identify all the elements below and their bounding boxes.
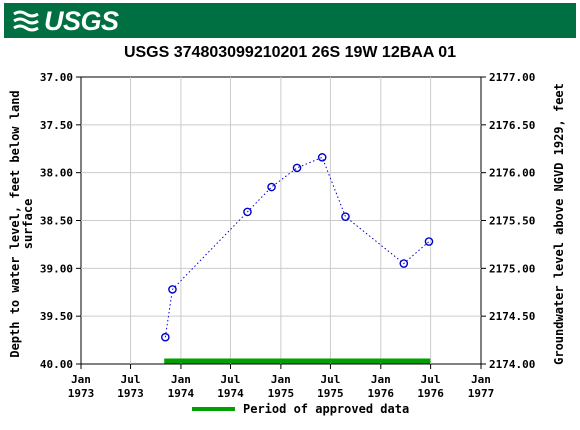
- x-tick-label-year: 1973: [68, 387, 95, 400]
- y-right-tick-label: 2175.50: [489, 215, 535, 228]
- x-tick-label-year: 1975: [317, 387, 344, 400]
- x-tick-label-year: 1976: [417, 387, 444, 400]
- y-left-tick-label: 39.00: [40, 262, 73, 275]
- x-tick-label-year: 1975: [268, 387, 295, 400]
- usgs-wave-icon: [13, 10, 39, 32]
- y-right-tick-label: 2174.00: [489, 358, 535, 371]
- grid-lines: [81, 77, 481, 364]
- data-point: [292, 163, 302, 173]
- x-tick-label-month: Jan: [71, 373, 91, 386]
- legend-label: Period of approved data: [243, 402, 409, 416]
- y-left-tick-label: 40.00: [40, 358, 73, 371]
- x-tick-label-month: Jan: [471, 373, 491, 386]
- y-axis-left-label-line1: Depth to water level, feet below land: [8, 90, 22, 357]
- series-line: [164, 156, 430, 338]
- data-point: [317, 153, 327, 162]
- data-point: [341, 212, 350, 221]
- y-right-tick-label: 2176.00: [489, 167, 535, 180]
- series-layer: [161, 153, 434, 342]
- y-left-tick-label: 38.50: [40, 215, 73, 228]
- data-point: [267, 182, 276, 192]
- y-right-tick-label: 2174.50: [489, 310, 535, 323]
- chart-title: USGS 374803099210201 26S 19W 12BAA 01: [123, 44, 457, 61]
- data-point: [424, 237, 434, 246]
- x-tick-label-month: Jul: [421, 373, 441, 386]
- x-tick-label-year: 1976: [368, 387, 395, 400]
- y-right-tick-label: 2177.00: [489, 71, 535, 84]
- usgs-logo[interactable]: USGS: [12, 5, 119, 36]
- x-tick-label-year: 1977: [468, 387, 495, 400]
- data-point: [243, 207, 252, 217]
- y-left-tick-label: 38.00: [40, 167, 73, 180]
- data-point: [399, 259, 409, 268]
- data-point: [161, 332, 170, 342]
- y-right-tick-label: 2176.50: [489, 119, 535, 132]
- y-right-tick-label: 2175.00: [489, 262, 535, 275]
- x-tick-label-year: 1974: [217, 387, 244, 400]
- usgs-logo-text: USGS: [44, 5, 119, 36]
- y-left-tick-label: 37.00: [40, 71, 73, 84]
- data-point: [168, 285, 177, 294]
- x-tick-label-year: 1973: [117, 387, 144, 400]
- y-left-tick-label: 37.50: [40, 119, 73, 132]
- x-tick-label-month: Jan: [171, 373, 191, 386]
- axis-layer: 37.00 2177.00 37.50 2176.50 38.00 2176.00 38.5…: [40, 71, 535, 400]
- x-tick-label-month: Jan: [371, 373, 391, 386]
- x-tick-label-month: Jul: [221, 373, 241, 386]
- y-axis-left-label-line2: surface: [21, 199, 35, 250]
- x-tick-label-month: Jul: [121, 373, 141, 386]
- y-axis-right-label: Groundwater level above NGVD 1929, feet: [552, 83, 566, 365]
- x-tick-label-year: 1974: [168, 387, 195, 400]
- x-tick-label-month: Jul: [320, 373, 340, 386]
- y-left-tick-label: 39.50: [40, 310, 73, 323]
- x-tick-label-month: Jan: [271, 373, 291, 386]
- usgs-banner: USGS: [4, 3, 576, 38]
- legend: Period of approved data: [192, 402, 409, 416]
